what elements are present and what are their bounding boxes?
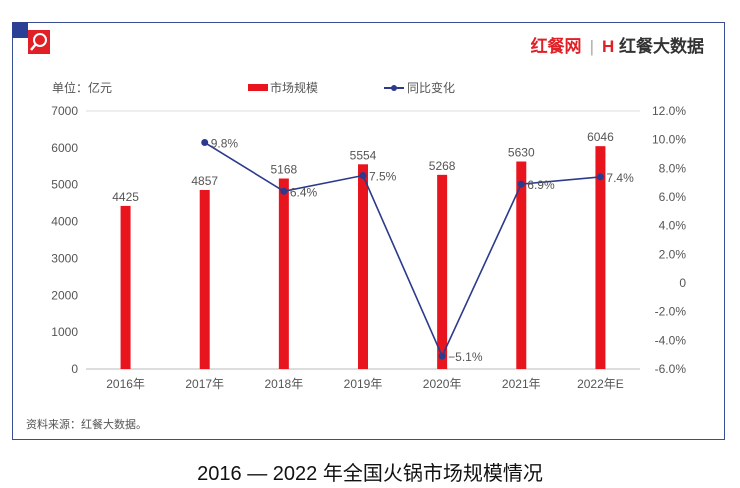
unit-label: 单位：亿元 (52, 80, 112, 95)
left-tick-label: 3000 (51, 251, 78, 265)
growth-point (517, 180, 525, 188)
legend-line-marker (391, 85, 397, 91)
right-tick-label: -6.0% (655, 362, 687, 376)
growth-data-label: −5.1% (448, 350, 483, 364)
right-tick-label: -4.0% (655, 333, 687, 347)
bar (358, 164, 368, 369)
bar (595, 146, 606, 369)
growth-point (596, 173, 604, 181)
x-tick-label: 2017年 (185, 377, 224, 391)
right-tick-label: 0 (679, 276, 686, 290)
bar (199, 189, 210, 369)
bar-data-label: 5268 (429, 159, 456, 173)
legend-line-label: 同比变化 (407, 80, 455, 95)
right-tick-label: -2.0% (655, 305, 687, 319)
chart-title: 2016 — 2022 年全国火锅市场规模情况 (197, 463, 543, 485)
bar (437, 174, 448, 369)
x-tick-label: 2021年 (502, 377, 541, 391)
x-tick-label: 2018年 (265, 377, 304, 391)
left-tick-label: 0 (71, 362, 78, 376)
corner-mark (12, 22, 28, 38)
x-tick-label: 2016年 (106, 377, 145, 391)
x-tick-label: 2022年E (577, 377, 624, 391)
growth-data-label: 7.4% (606, 171, 634, 185)
bar-data-label: 4857 (191, 174, 218, 188)
right-tick-label: 2.0% (659, 247, 687, 261)
growth-point (280, 187, 288, 195)
bar-data-label: 5168 (271, 163, 298, 177)
bar (278, 178, 289, 369)
left-tick-label: 6000 (51, 141, 78, 155)
growth-line (204, 141, 601, 359)
x-tick-label: 2019年 (344, 377, 383, 391)
source-note: 资料来源：红餐大数据。 (26, 419, 147, 431)
right-tick-label: 6.0% (659, 190, 687, 204)
brand-name-1: 红餐网 (530, 37, 582, 56)
bar (516, 161, 527, 369)
growth-data-label: 6.9% (527, 178, 555, 192)
left-tick-label: 2000 (51, 288, 78, 302)
right-tick-label: 12.0% (652, 104, 686, 118)
growth-data-label: 7.5% (369, 170, 397, 184)
bar-data-label: 5554 (350, 148, 377, 162)
chart-frame (12, 22, 725, 440)
growth-point (438, 352, 446, 360)
bar (120, 205, 131, 369)
brand-name-2: 红餐大数据 (619, 37, 704, 56)
legend-bar-swatch (248, 84, 268, 91)
x-tick-label: 2020年 (423, 377, 462, 391)
brand-logo: 红餐网 | H 红餐大数据 (530, 37, 704, 56)
growth-data-label: 6.4% (290, 185, 318, 199)
left-tick-label: 1000 (51, 325, 78, 339)
growth-point (359, 172, 367, 179)
left-tick-label: 5000 (51, 178, 78, 192)
bar-data-label: 5630 (508, 145, 535, 159)
right-tick-label: 8.0% (659, 161, 687, 175)
left-tick-label: 7000 (51, 104, 78, 118)
bar-data-label: 4425 (112, 190, 139, 204)
bar-data-label: 6046 (587, 130, 614, 144)
magnifier-logo-icon (28, 30, 50, 54)
right-tick-label: 4.0% (659, 219, 687, 233)
right-tick-label: 10.0% (652, 133, 686, 147)
left-tick-label: 4000 (51, 215, 78, 229)
growth-data-label: 9.8% (211, 137, 239, 151)
growth-point (201, 139, 209, 147)
legend-bar-label: 市场规模 (270, 80, 318, 95)
